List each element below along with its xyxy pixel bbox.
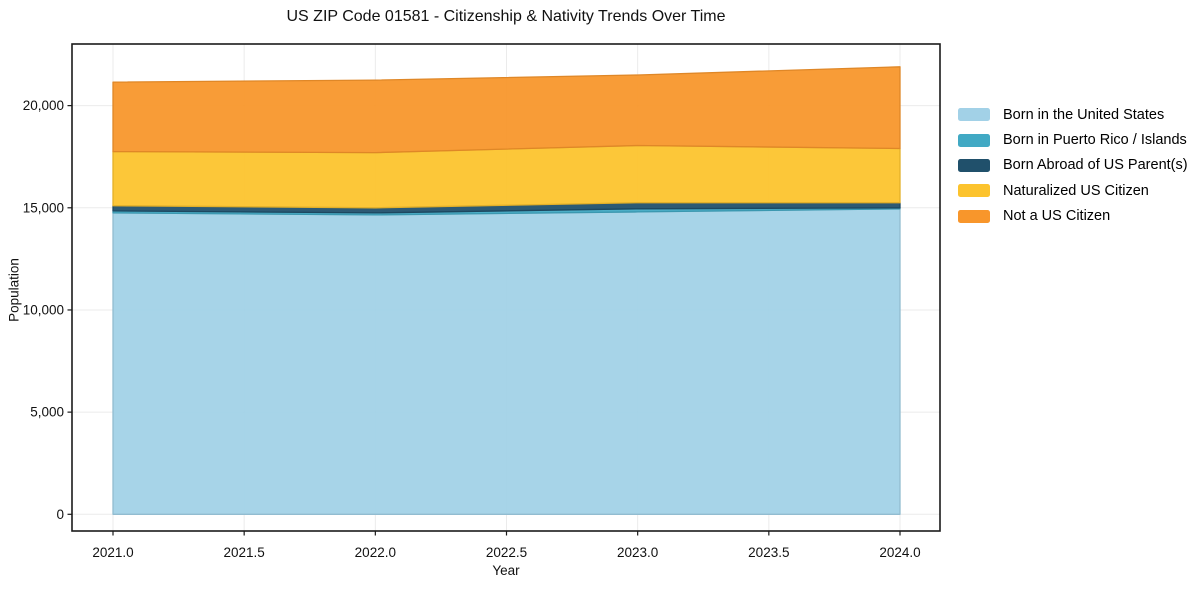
legend-item: Naturalized US Citizen (958, 178, 1188, 203)
legend-item: Born Abroad of US Parent(s) (958, 153, 1188, 178)
legend-label: Naturalized US Citizen (1003, 182, 1149, 199)
chart-title: US ZIP Code 01581 - Citizenship & Nativi… (286, 8, 726, 25)
x-tick-label: 2023.0 (617, 545, 658, 560)
y-tick-label: 0 (56, 507, 64, 522)
legend: Born in the United States Born in Puerto… (958, 102, 1188, 229)
x-tick-label: 2022.5 (486, 545, 527, 560)
legend-label: Born in the United States (1003, 106, 1165, 123)
legend-label: Not a US Citizen (1003, 208, 1111, 225)
y-axis-label: Population (6, 258, 22, 322)
legend-swatch (958, 158, 990, 172)
legend-swatch (958, 184, 990, 198)
x-tick-label: 2023.5 (748, 545, 789, 560)
y-tick-label: 10,000 (23, 302, 64, 317)
legend-item: Born in Puerto Rico / Islands (958, 127, 1188, 152)
legend-item: Not a US Citizen (958, 204, 1188, 229)
y-tick-label: 20,000 (23, 98, 64, 113)
y-tick-label: 5,000 (30, 405, 64, 420)
x-tick-label: 2021.0 (92, 545, 133, 560)
legend-swatch (958, 108, 990, 122)
legend-swatch (958, 209, 990, 223)
legend-label: Born in Puerto Rico / Islands (1003, 132, 1187, 149)
area-not-a-us-citizen (112, 66, 901, 154)
x-tick-label: 2021.5 (224, 545, 265, 560)
y-tick-label: 15,000 (23, 200, 64, 215)
legend-swatch (958, 133, 990, 147)
x-tick-label: 2022.0 (355, 545, 396, 560)
x-tick-label: 2024.0 (879, 545, 920, 560)
x-axis-label: Year (492, 563, 520, 578)
area-born-in-the-united-states (112, 208, 901, 515)
area-naturalized-us-citizen (112, 144, 901, 209)
legend-label: Born Abroad of US Parent(s) (1003, 157, 1188, 174)
legend-item: Born in the United States (958, 102, 1188, 127)
